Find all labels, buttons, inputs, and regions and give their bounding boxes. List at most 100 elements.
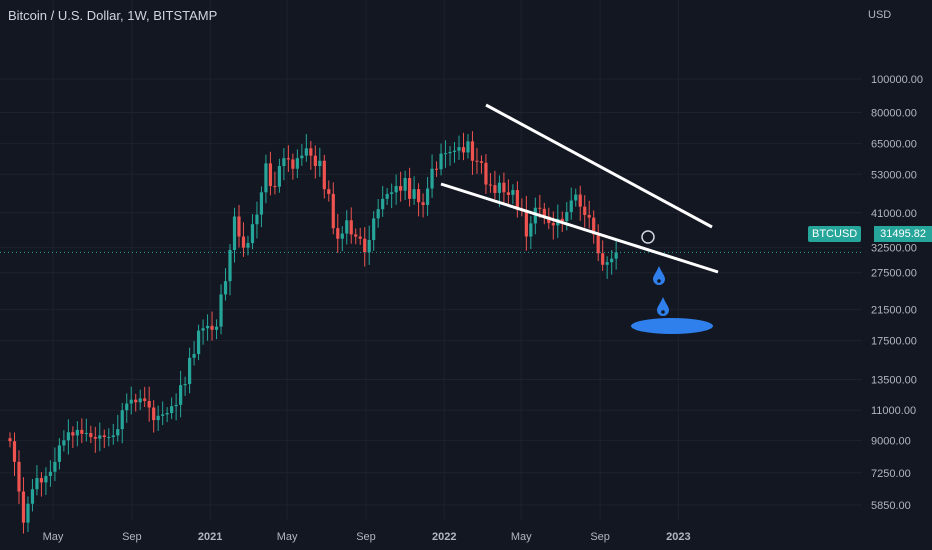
price-tag: BTCUSD 31495.82 (808, 226, 932, 242)
candle-body (161, 414, 165, 416)
candle-body (578, 194, 582, 207)
candle-body (201, 328, 205, 331)
candle-body (309, 148, 313, 156)
candle-body (596, 234, 600, 254)
y-tick-label: 27500.00 (871, 268, 917, 280)
candle-body (138, 398, 142, 403)
time-axis[interactable]: May Sep 2021 May Sep 2022 May Sep 2023 (43, 531, 691, 543)
candle-body (26, 503, 30, 523)
candle-body (583, 206, 587, 216)
candle-body (560, 218, 564, 222)
candle-body (381, 198, 385, 210)
y-tick-label: 32500.00 (871, 243, 917, 255)
drop-icon[interactable] (653, 266, 665, 285)
candle-body (30, 489, 35, 504)
candle-body (412, 189, 416, 199)
candle-body (196, 330, 201, 355)
y-tick-label: 5850.00 (871, 500, 911, 512)
price-axis[interactable]: 5850.00 7250.00 9000.00 11000.00 13500.00 175… (871, 74, 923, 512)
candle-body (39, 478, 44, 483)
candle-body (277, 166, 281, 187)
y-tick-label: 17500.00 (871, 336, 917, 348)
candle-body (129, 399, 133, 404)
candle-body (318, 160, 322, 167)
candle-body (237, 216, 241, 237)
candle-body (71, 432, 75, 436)
y-tick-label: 13500.00 (871, 375, 917, 387)
candle-body (452, 150, 457, 152)
candle-body (48, 471, 53, 476)
candle-body (574, 194, 578, 201)
candle-body (493, 185, 497, 193)
candle-body (80, 429, 84, 434)
wedge-upper-trendline[interactable] (485, 103, 713, 229)
candle-body (273, 186, 277, 188)
x-tick-label: Sep (122, 531, 142, 543)
candle-body (179, 385, 183, 405)
candle-body (143, 398, 147, 401)
candle-body (304, 148, 308, 156)
y-tick-label: 65000.00 (871, 139, 917, 151)
candle-body (363, 238, 367, 253)
candle-body (125, 403, 129, 411)
candle-body (497, 182, 502, 193)
candle-body (502, 182, 506, 193)
candle-body (565, 212, 569, 222)
candle-body (340, 233, 344, 239)
candle-body (165, 412, 169, 415)
candle-body (62, 440, 66, 446)
wedge-lower-trendline[interactable] (440, 182, 719, 274)
candle-body (430, 168, 434, 189)
grid (0, 0, 862, 520)
candle-body (35, 478, 39, 490)
currency-label: USD (868, 9, 891, 21)
x-tick-label: Sep (356, 531, 376, 543)
candle-body (313, 155, 317, 167)
puddle-shape[interactable] (631, 318, 713, 334)
candle-body (475, 160, 479, 162)
candle-body (232, 216, 237, 250)
candle-body (515, 190, 519, 210)
candle-body (327, 189, 331, 194)
candle-body (614, 252, 618, 259)
candle-body (183, 384, 187, 386)
candle-body (21, 491, 26, 523)
candle-body (457, 147, 461, 151)
candle-body (264, 163, 268, 193)
current-candle-marker (641, 230, 655, 244)
candle-body (286, 158, 290, 160)
drop-icon[interactable] (657, 297, 669, 316)
candle-body (551, 223, 555, 226)
candle-body (93, 437, 97, 439)
candle-body (345, 220, 349, 234)
chart-title: Bitcoin / U.S. Dollar, 1W, BITSTAMP (8, 8, 218, 23)
candle-body (44, 475, 48, 483)
drawings[interactable] (440, 103, 719, 334)
candle-body (255, 214, 259, 225)
candle-body (529, 223, 533, 237)
y-tick-label: 41000.00 (871, 208, 917, 220)
candle-body (399, 186, 403, 191)
y-tick-label: 80000.00 (871, 107, 917, 119)
candle-body (331, 193, 335, 229)
candle-body (466, 141, 470, 153)
candle-body (358, 236, 362, 239)
candle-body (214, 326, 219, 330)
candle-body (192, 354, 196, 358)
candle-body (408, 178, 412, 199)
candle-body (98, 435, 102, 439)
y-tick-label: 21500.00 (871, 305, 917, 317)
candle-body (84, 433, 88, 435)
candle-body (116, 429, 120, 436)
candle-body (205, 325, 210, 329)
candle-body (228, 249, 232, 282)
candle-body (592, 217, 596, 235)
drop-icon-highlight (657, 279, 661, 283)
candle-body (367, 240, 371, 253)
candle-body (390, 192, 394, 194)
candle-body (610, 258, 614, 263)
candle-body (210, 325, 214, 330)
candle-body (156, 415, 160, 421)
candle-body (75, 429, 79, 436)
